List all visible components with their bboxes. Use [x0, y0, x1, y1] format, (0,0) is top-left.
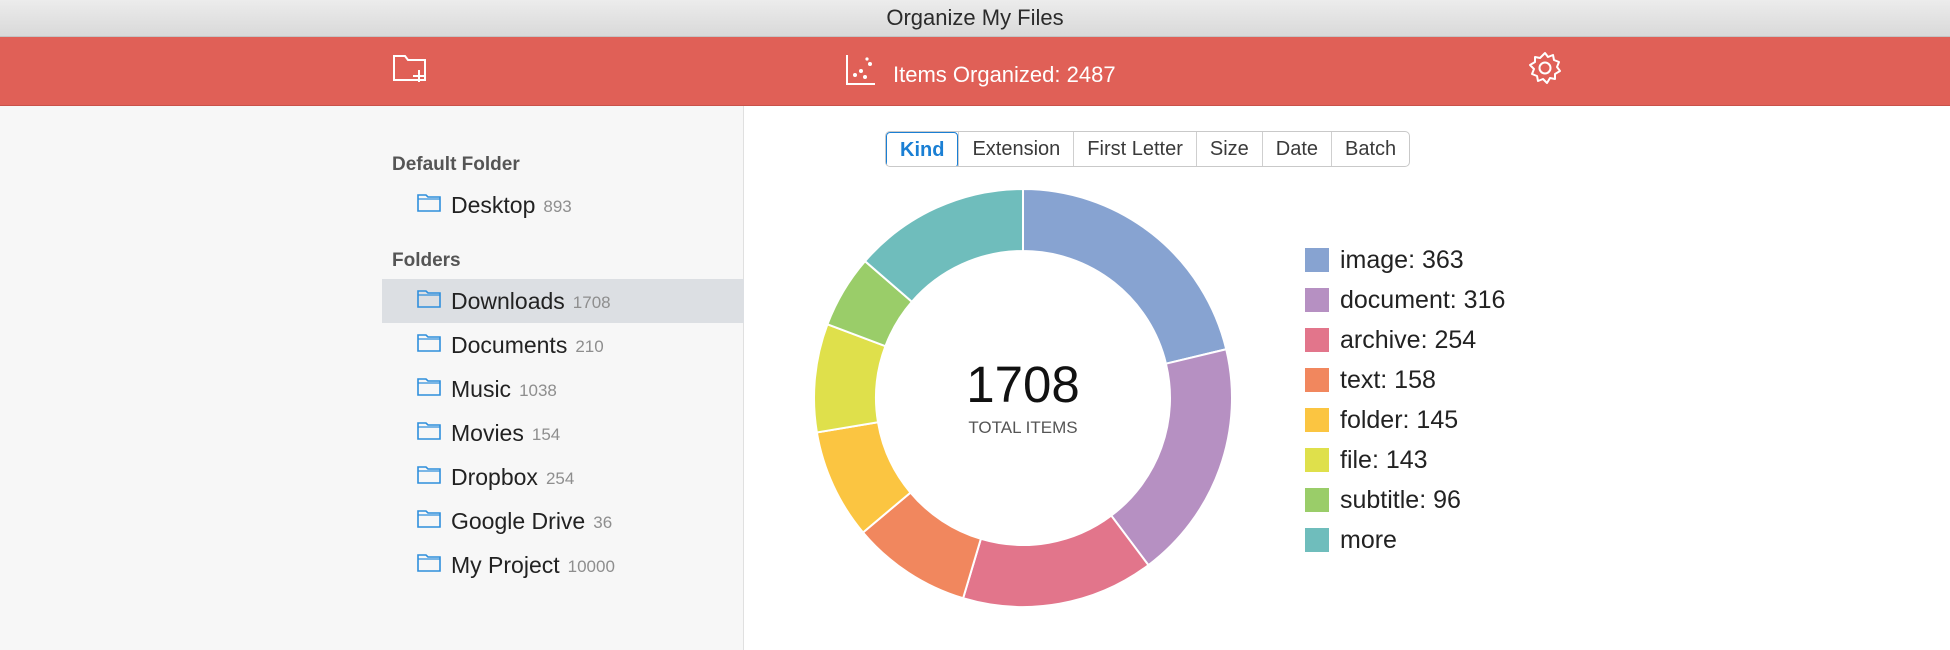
legend-item[interactable]: archive: 254 — [1305, 320, 1505, 360]
items-organized-label: Items Organized: 2487 — [893, 62, 1116, 87]
tab-size[interactable]: Size — [1195, 132, 1262, 166]
folder-icon — [417, 377, 441, 401]
tab-kind[interactable]: Kind — [886, 132, 959, 166]
legend-label: archive: 254 — [1340, 325, 1477, 354]
sidebar-item-documents[interactable]: Documents 210 — [382, 323, 744, 367]
folder-icon — [417, 553, 441, 577]
legend-swatch — [1305, 288, 1329, 312]
folder-count: 10000 — [567, 557, 615, 576]
sidebar-item-movies[interactable]: Movies 154 — [382, 411, 744, 455]
legend-label: image: 363 — [1340, 245, 1464, 274]
legend-swatch — [1305, 248, 1329, 272]
total-items-label: TOTAL ITEMS — [968, 418, 1077, 437]
donut-slice-0[interactable] — [1022, 187, 1228, 365]
title-bar: Organize My Files — [0, 0, 1950, 37]
donut-slice-2[interactable] — [961, 514, 1150, 608]
legend-item[interactable]: more — [1305, 520, 1505, 560]
donut-chart: 1708 TOTAL ITEMS — [810, 185, 1236, 616]
legend-item[interactable]: image: 363 — [1305, 240, 1505, 280]
folder-count: 210 — [575, 337, 604, 356]
sidebar-item-google-drive[interactable]: Google Drive 36 — [382, 499, 744, 543]
legend-label: text: 158 — [1340, 365, 1436, 394]
donut-slice-1[interactable] — [1109, 348, 1233, 567]
sidebar-item-music[interactable]: Music 1038 — [382, 367, 744, 411]
folder-name: Documents — [451, 331, 568, 358]
sidebar-item-dropbox[interactable]: Dropbox 254 — [382, 455, 744, 499]
legend-swatch — [1305, 488, 1329, 512]
legend-swatch — [1305, 368, 1329, 392]
tab-first-letter[interactable]: First Letter — [1073, 132, 1196, 166]
folder-count: 154 — [531, 425, 561, 444]
gear-icon[interactable] — [1528, 51, 1562, 90]
legend-swatch — [1305, 448, 1329, 472]
folder-count: 36 — [593, 513, 613, 532]
chart-legend: image: 363 document: 316 archive: 254 text:… — [1305, 240, 1505, 560]
donut-chart-svg: 1708 TOTAL ITEMS — [813, 187, 1233, 608]
folder-plus-icon[interactable] — [392, 52, 428, 89]
folder-icon — [417, 509, 441, 533]
total-items-value: 1708 — [966, 356, 1079, 413]
folder-icon — [417, 465, 441, 489]
tab-extension[interactable]: Extension — [958, 132, 1073, 166]
legend-label: more — [1340, 525, 1397, 554]
items-organized-stats[interactable]: Items Organized: 2487 — [845, 53, 1116, 91]
toolbar: Items Organized: 2487 — [0, 37, 1950, 106]
tab-date[interactable]: Date — [1261, 132, 1331, 166]
folder-count: 1708 — [572, 293, 611, 312]
folder-name: My Project — [451, 551, 560, 578]
legend-label: file: 143 — [1340, 445, 1428, 474]
folder-count: 254 — [545, 469, 575, 488]
donut-slice-7[interactable] — [863, 187, 1024, 304]
folder-name: Dropbox — [451, 463, 538, 490]
legend-item[interactable]: subtitle: 96 — [1305, 480, 1505, 520]
tab-batch[interactable]: Batch — [1331, 132, 1409, 166]
folder-icon — [417, 421, 441, 445]
folders-heading: Folders — [392, 250, 461, 271]
sidebar-item-desktop[interactable]: Desktop 893 — [382, 183, 744, 227]
legend-label: document: 316 — [1340, 285, 1506, 314]
sidebar-item-my-project[interactable]: My Project 10000 — [382, 543, 744, 587]
folder-name: Google Drive — [451, 507, 586, 534]
window-title: Organize My Files — [886, 5, 1064, 30]
folder-name: Desktop — [451, 191, 536, 218]
folder-count: 893 — [543, 197, 572, 216]
legend-item[interactable]: file: 143 — [1305, 440, 1505, 480]
legend-item[interactable]: document: 316 — [1305, 280, 1505, 320]
legend-label: folder: 145 — [1340, 405, 1459, 434]
sidebar: Default Folder Desktop 893 Folders Downl… — [0, 106, 744, 650]
default-folder-heading: Default Folder — [392, 154, 520, 175]
legend-swatch — [1305, 528, 1329, 552]
legend-swatch — [1305, 328, 1329, 352]
legend-item[interactable]: folder: 145 — [1305, 400, 1505, 440]
folder-icon — [417, 193, 441, 217]
folder-name: Movies — [451, 419, 524, 446]
folder-icon — [417, 333, 441, 357]
scatter-chart-icon — [845, 53, 877, 92]
legend-item[interactable]: text: 158 — [1305, 360, 1505, 400]
group-by-tabs: Kind Extension First Letter Size Date Ba… — [885, 131, 1411, 167]
folder-name: Downloads — [451, 287, 565, 314]
folder-icon — [417, 289, 441, 313]
sidebar-item-downloads[interactable]: Downloads 1708 — [382, 279, 744, 323]
legend-swatch — [1305, 408, 1329, 432]
folder-count: 1038 — [519, 381, 557, 400]
legend-label: subtitle: 96 — [1340, 485, 1461, 514]
folder-name: Music — [451, 375, 512, 402]
